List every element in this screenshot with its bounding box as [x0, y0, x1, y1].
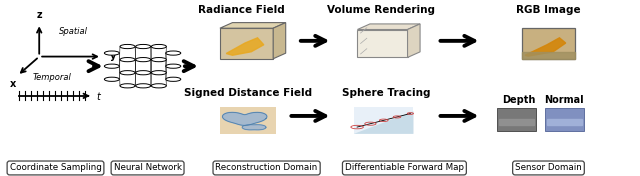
Text: Sphere Tracing: Sphere Tracing [342, 88, 431, 98]
Polygon shape [522, 52, 575, 59]
Polygon shape [357, 24, 420, 30]
Polygon shape [220, 28, 273, 59]
Polygon shape [242, 125, 266, 130]
Text: t: t [96, 92, 100, 102]
Circle shape [104, 64, 120, 68]
Circle shape [120, 44, 135, 49]
Text: Depth: Depth [502, 95, 536, 105]
Text: Volume Rendering: Volume Rendering [327, 5, 435, 15]
Polygon shape [499, 120, 534, 125]
FancyBboxPatch shape [354, 107, 413, 134]
Text: Differentiable Forward Map: Differentiable Forward Map [345, 164, 464, 172]
Text: Neural Network: Neural Network [113, 164, 182, 172]
Circle shape [136, 58, 150, 62]
Polygon shape [223, 112, 267, 125]
Polygon shape [273, 23, 285, 59]
Circle shape [166, 64, 180, 68]
FancyBboxPatch shape [220, 107, 276, 134]
Polygon shape [408, 24, 420, 57]
Circle shape [151, 58, 166, 62]
Text: Reconstruction Domain: Reconstruction Domain [216, 164, 317, 172]
Circle shape [104, 77, 120, 81]
Text: Coordinate Sampling: Coordinate Sampling [10, 164, 101, 172]
Circle shape [136, 84, 150, 88]
Circle shape [166, 77, 180, 81]
Polygon shape [525, 38, 566, 56]
Text: Sensor Domain: Sensor Domain [515, 164, 582, 172]
Polygon shape [547, 120, 582, 125]
Text: Radiance Field: Radiance Field [198, 5, 285, 15]
Text: y: y [109, 51, 116, 61]
Polygon shape [226, 38, 264, 55]
Circle shape [136, 71, 150, 75]
Text: Signed Distance Field: Signed Distance Field [184, 88, 312, 98]
Circle shape [151, 71, 166, 75]
FancyBboxPatch shape [545, 108, 584, 131]
Circle shape [120, 71, 135, 75]
Circle shape [136, 44, 150, 49]
Polygon shape [357, 30, 408, 57]
Text: Temporal: Temporal [33, 73, 72, 82]
Text: z: z [36, 10, 42, 20]
Text: RGB Image: RGB Image [516, 5, 580, 15]
Text: Normal: Normal [545, 95, 584, 105]
FancyBboxPatch shape [522, 28, 575, 59]
Circle shape [151, 84, 166, 88]
Circle shape [104, 51, 120, 55]
Polygon shape [220, 23, 285, 28]
Circle shape [151, 44, 166, 49]
Text: x: x [10, 79, 16, 89]
FancyBboxPatch shape [497, 108, 536, 131]
Circle shape [120, 84, 135, 88]
Text: Spatial: Spatial [59, 27, 88, 36]
Polygon shape [354, 111, 413, 134]
Circle shape [120, 58, 135, 62]
Circle shape [166, 51, 180, 55]
